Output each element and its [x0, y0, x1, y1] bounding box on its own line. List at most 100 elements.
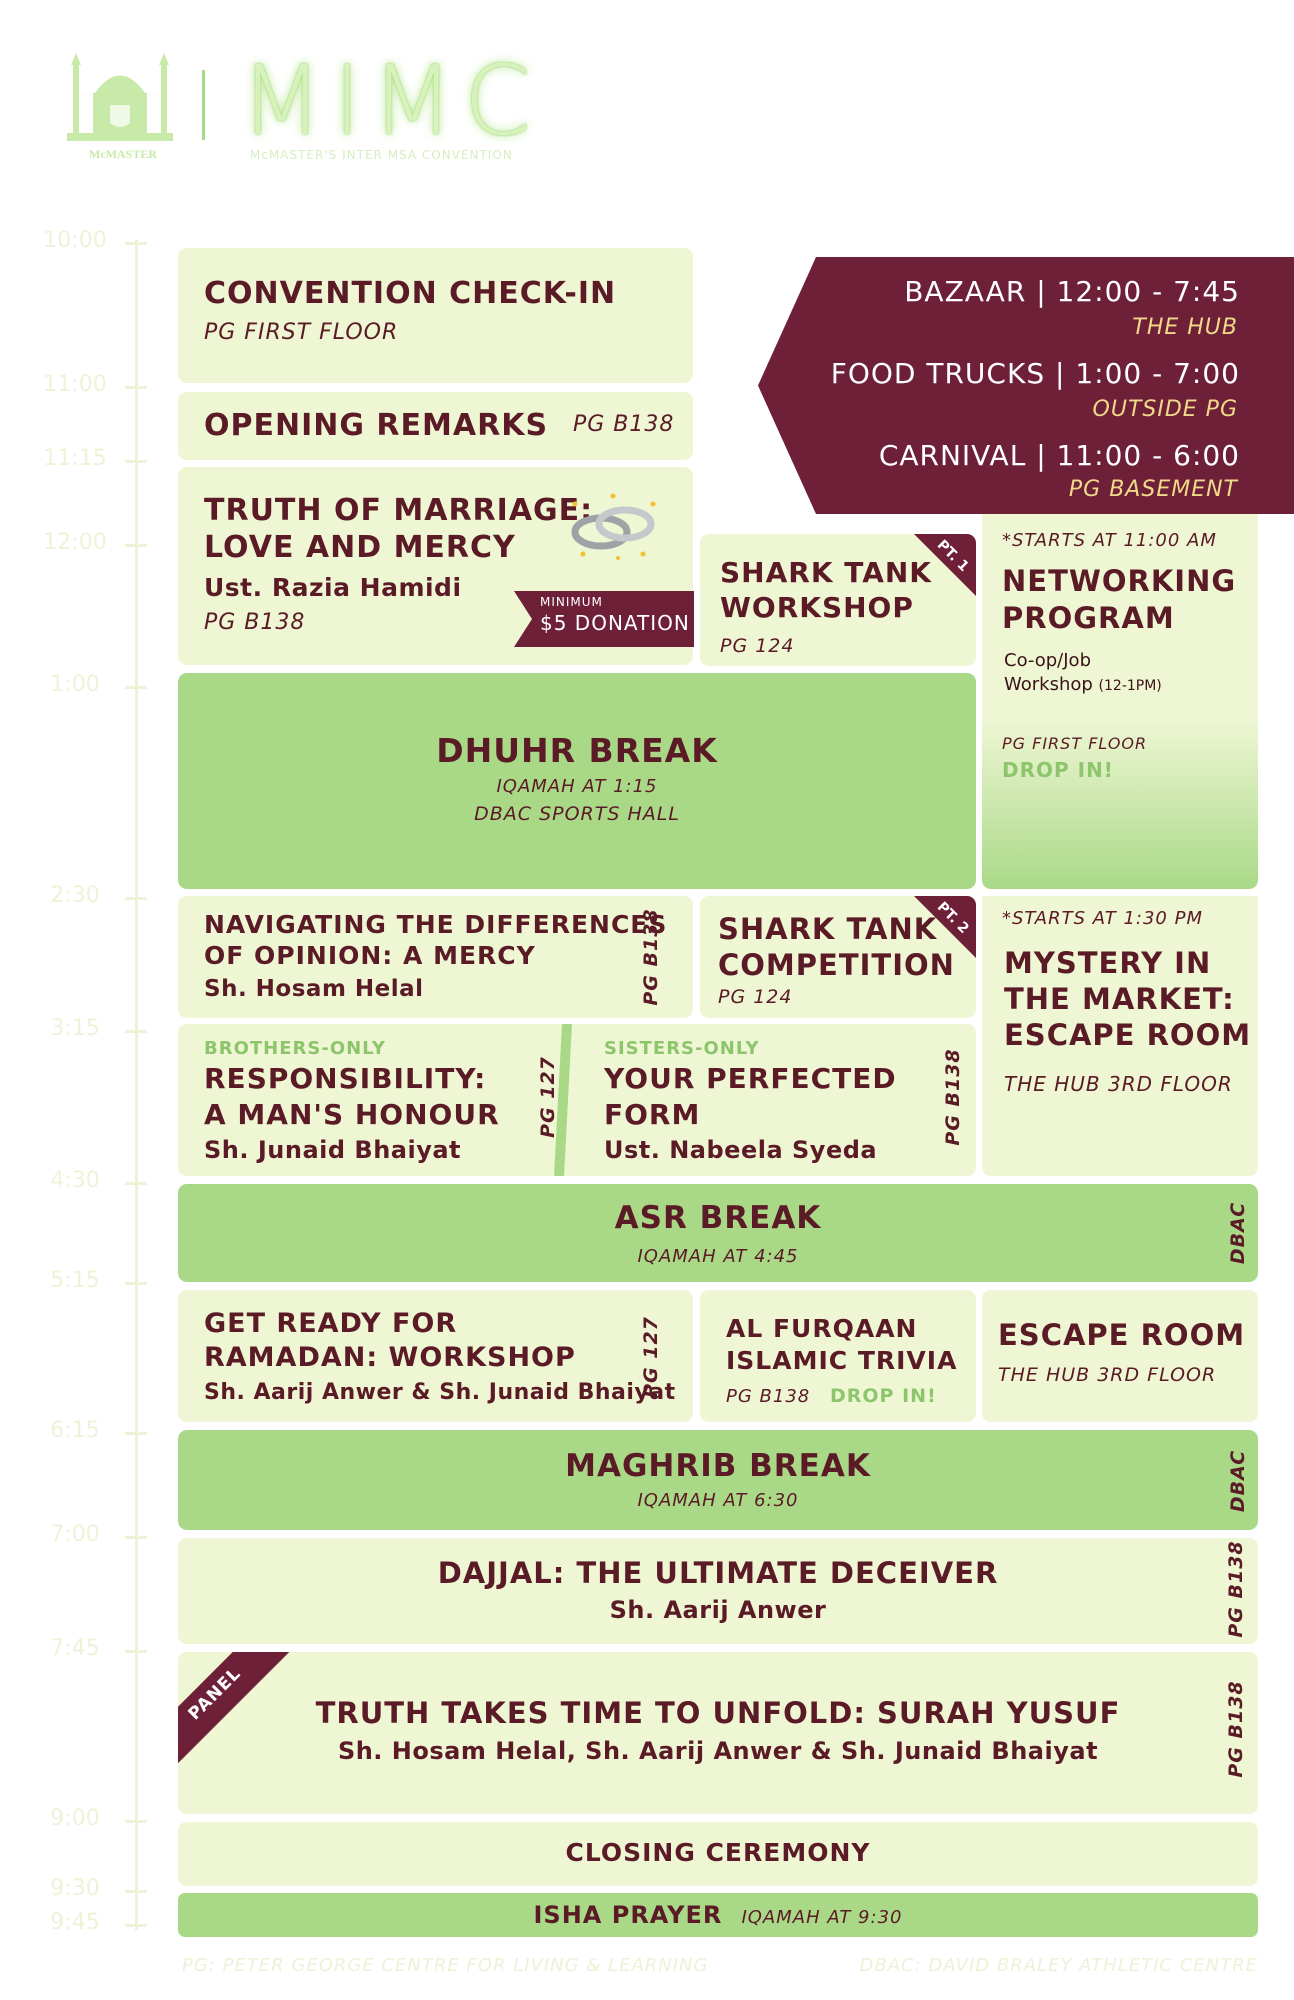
dajjal-card: DAJJAL: THE ULTIMATE DECEIVER Sh. Aarij …: [178, 1538, 1258, 1644]
ramadan-speaker: Sh. Aarij Anwer & Sh. Junaid Bhaiyat: [204, 1380, 676, 1405]
shark1-title-2: WORKSHOP: [720, 591, 914, 624]
sisters-speaker: Ust. Nabeela Syeda: [604, 1136, 878, 1164]
trivia-dropin: DROP IN!: [830, 1385, 937, 1407]
dajjal-speaker: Sh. Aarij Anwer: [609, 1596, 827, 1624]
sisters-title-2: FORM: [604, 1098, 701, 1131]
escape-place: THE HUB 3RD FLOOR: [998, 1364, 1217, 1386]
maghrib-card: MAGHRIB BREAK IQAMAH AT 6:30 DBAC: [178, 1430, 1258, 1530]
dajjal-place: PG B138: [1225, 1540, 1247, 1638]
mystery-card: *STARTS AT 1:30 PM MYSTERY IN THE MARKET…: [982, 896, 1258, 1176]
foodtrucks-place: OUTSIDE PG: [1092, 397, 1238, 422]
timeline-tick: [125, 1650, 147, 1653]
brothers-title-1: RESPONSIBILITY:: [204, 1062, 487, 1095]
closing-title: CLOSING CEREMONY: [565, 1838, 871, 1867]
shark1-tag-ribbon: [914, 534, 976, 596]
marriage-title-1: TRUTH OF MARRIAGE:: [204, 493, 594, 528]
timeline-label: 5:15: [50, 1268, 100, 1293]
timeline-line: [135, 240, 138, 1930]
yusuf-place: PG B138: [1225, 1680, 1247, 1778]
ramadan-title-1: GET READY FOR: [204, 1308, 458, 1339]
timeline-label: 11:15: [43, 446, 107, 471]
asr-card: ASR BREAK IQAMAH AT 4:45 DBAC: [178, 1184, 1258, 1282]
bazaar-banner: BAZAAR | 12:00 - 7:45 THE HUB FOOD TRUCK…: [758, 257, 1294, 514]
timeline-tick: [125, 544, 147, 547]
shark2-place: PG 124: [718, 986, 793, 1008]
timeline-label: 1:00: [50, 672, 100, 697]
page-title: MIMC: [240, 45, 541, 157]
timeline-tick: [125, 242, 147, 245]
header: McMASTER MIMC McMASTER'S INTER MSA CONVE…: [60, 45, 580, 165]
navigating-title-2: OF OPINION: A MERCY: [204, 941, 536, 970]
mosque-logo-icon: [67, 53, 173, 141]
shark1-card: SHARK TANK WORKSHOP PG 124 PT. 1: [700, 534, 976, 666]
timeline-tick: [125, 1030, 147, 1033]
isha-card: ISHA PRAYER IQAMAH AT 9:30: [178, 1893, 1258, 1937]
networking-sub-2: Workshop (12-1PM): [1004, 674, 1162, 695]
timeline-tick: [125, 1432, 147, 1435]
timeline-label: 9:30: [50, 1876, 100, 1901]
logo-label: McMASTER: [89, 147, 157, 161]
shark1-title-1: SHARK TANK: [720, 556, 933, 589]
yusuf-title: TRUTH TAKES TIME TO UNFOLD: SURAH YUSUF: [315, 1696, 1121, 1730]
trivia-place: PG B138: [726, 1386, 811, 1407]
donation-amount: $5 DONATION: [540, 611, 690, 635]
mystery-place: THE HUB 3RD FLOOR: [1004, 1072, 1233, 1096]
timeline-tick: [125, 1924, 147, 1927]
dajjal-title: DAJJAL: THE ULTIMATE DECEIVER: [437, 1556, 999, 1590]
navigating-card: NAVIGATING THE DIFFERENCES OF OPINION: A…: [178, 896, 693, 1018]
donation-tag: MINIMUM $5 DONATION: [514, 591, 694, 647]
marriage-card: TRUTH OF MARRIAGE: LOVE AND MERCY Ust. R…: [178, 467, 694, 665]
footer-left: PG: PETER GEORGE CENTRE FOR LIVING & LEA…: [182, 1955, 709, 1976]
rings-icon: [571, 493, 656, 560]
timeline-label: 3:15: [50, 1016, 100, 1041]
timeline-tick: [125, 1182, 147, 1185]
ramadan-title-2: RAMADAN: WORKSHOP: [204, 1342, 576, 1373]
page-subtitle: McMASTER'S INTER MSA CONVENTION: [250, 148, 513, 162]
sisters-title-1: YOUR PERFECTED: [604, 1062, 897, 1095]
timeline-label: 7:45: [50, 1636, 100, 1661]
networking-title-1: NETWORKING: [1002, 564, 1237, 598]
brothers-sisters-card: BROTHERS-ONLY RESPONSIBILITY: A MAN'S HO…: [178, 1024, 976, 1176]
networking-title-2: PROGRAM: [1002, 601, 1175, 635]
logo-divider: [202, 70, 205, 140]
checkin-card: CONVENTION CHECK-IN PG FIRST FLOOR: [178, 248, 693, 383]
timeline-tick: [125, 1820, 147, 1823]
timeline-label: 9:45: [50, 1910, 100, 1935]
checkin-title: CONVENTION CHECK-IN: [204, 276, 617, 311]
timeline-label: 7:00: [50, 1522, 100, 1547]
carnival-title: CARNIVAL | 11:00 - 6:00: [878, 439, 1240, 472]
networking-note: *STARTS AT 11:00 AM: [1002, 530, 1217, 551]
timeline-label: 2:30: [50, 883, 100, 908]
brothers-speaker: Sh. Junaid Bhaiyat: [204, 1136, 462, 1164]
bazaar-title: BAZAAR | 12:00 - 7:45: [904, 275, 1240, 308]
timeline-label: 4:30: [50, 1168, 100, 1193]
shark2-tag-ribbon: [914, 896, 976, 958]
checkin-place: PG FIRST FLOOR: [204, 320, 399, 345]
isha-title: ISHA PRAYER: [533, 1901, 723, 1929]
shark2-card: SHARK TANK COMPETITION PG 124 PT. 2: [700, 896, 976, 1018]
escape-card: ESCAPE ROOM THE HUB 3RD FLOOR: [982, 1290, 1258, 1422]
isha-iqamah: IQAMAH AT 9:30: [741, 1907, 903, 1928]
yusuf-card: PANEL TRUTH TAKES TIME TO UNFOLD: SURAH …: [178, 1652, 1258, 1814]
shark1-place: PG 124: [720, 635, 795, 657]
dhuhr-title: DHUHR BREAK: [436, 731, 718, 770]
brothers-title-2: A MAN'S HONOUR: [204, 1098, 500, 1131]
escape-title: ESCAPE ROOM: [998, 1318, 1246, 1352]
timeline-label: 12:00: [43, 530, 107, 555]
ramadan-card: GET READY FOR RAMADAN: WORKSHOP Sh. Aari…: [178, 1290, 693, 1422]
navigating-place: PG B138: [640, 908, 662, 1006]
timeline-tick: [125, 1536, 147, 1539]
dhuhr-place: DBAC SPORTS HALL: [474, 803, 680, 825]
timeline-label: 11:00: [43, 372, 107, 397]
trivia-title-1: AL FURQAAN: [726, 1314, 918, 1343]
brothers-label: BROTHERS-ONLY: [204, 1038, 386, 1059]
timeline-label: 10:00: [43, 228, 107, 253]
isha-line: ISHA PRAYER IQAMAH AT 9:30: [178, 1901, 1258, 1929]
bazaar-place: THE HUB: [1132, 315, 1238, 340]
marriage-title-2: LOVE AND MERCY: [204, 530, 516, 565]
footer-right: DBAC: DAVID BRALEY ATHLETIC CENTRE: [859, 1955, 1258, 1976]
donation-small: MINIMUM: [540, 595, 603, 609]
ramadan-place: PG 127: [640, 1316, 662, 1398]
networking-card: *STARTS AT 11:00 AM NETWORKING PROGRAM C…: [982, 514, 1258, 889]
asr-title: ASR BREAK: [614, 1200, 822, 1236]
